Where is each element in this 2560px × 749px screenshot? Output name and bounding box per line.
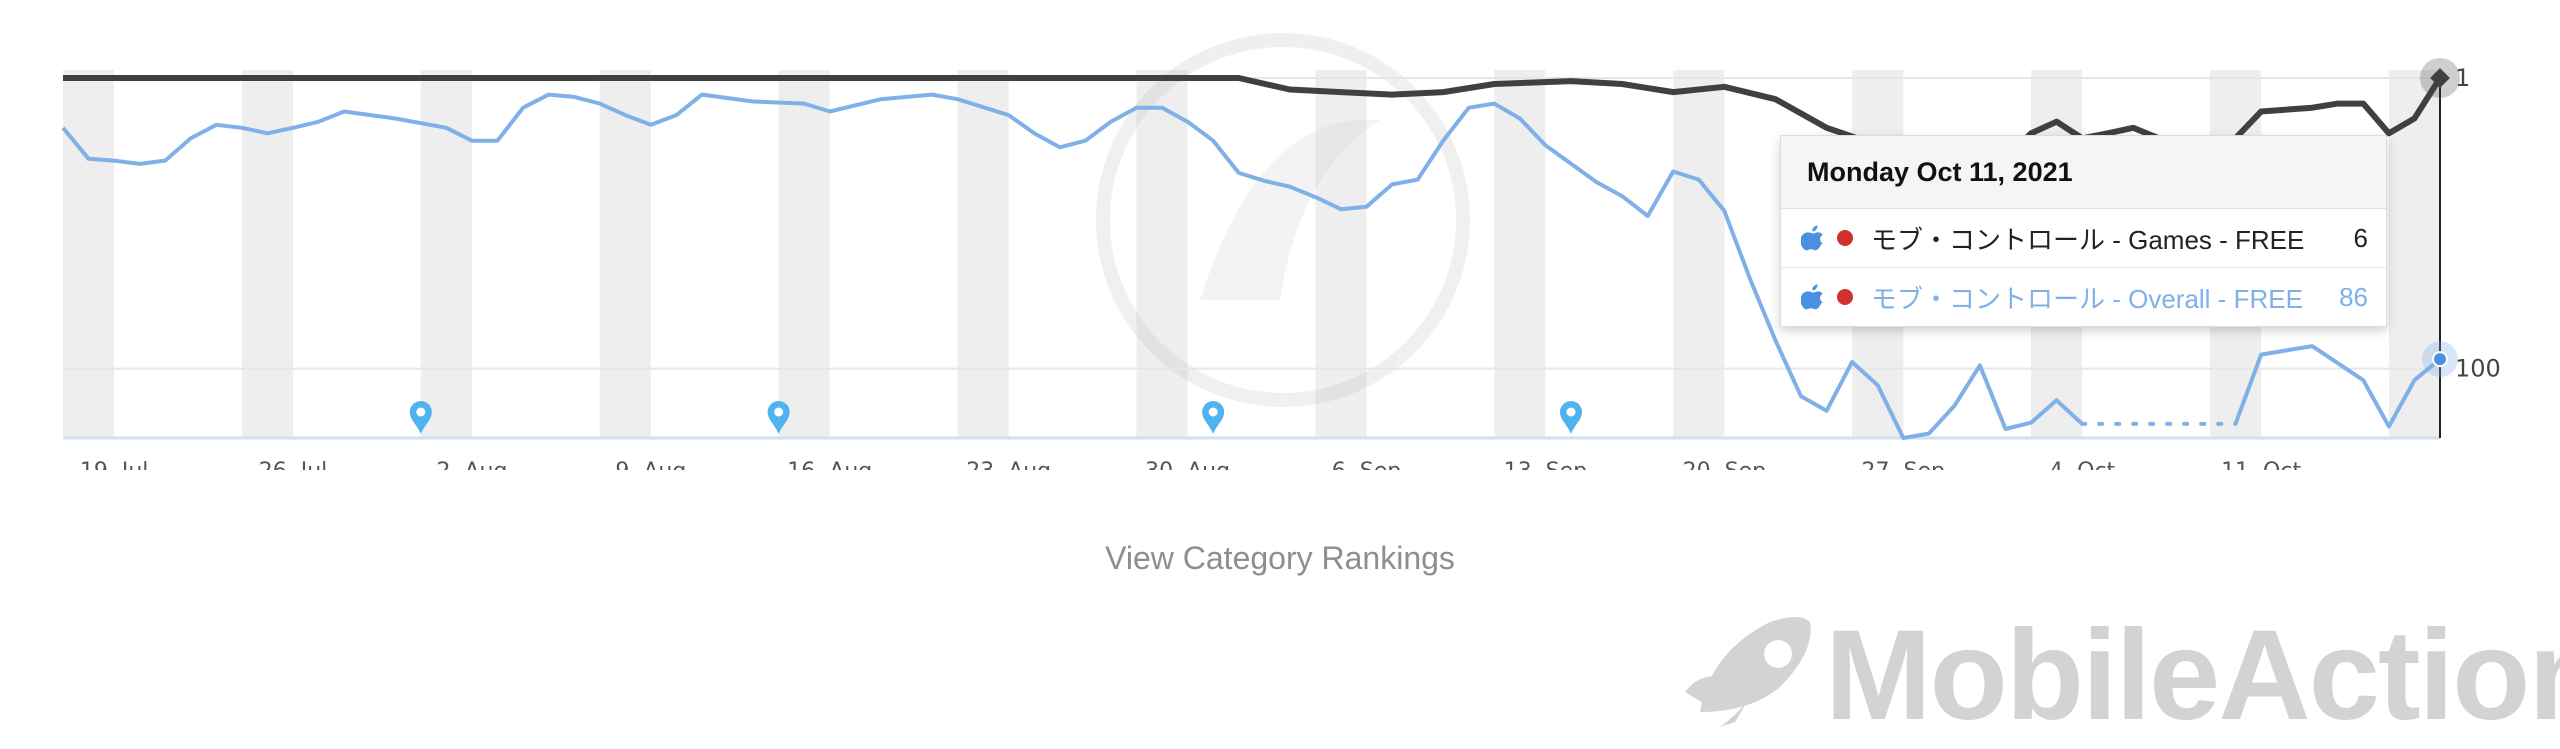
y-tick-label: 100 (2455, 355, 2501, 383)
ranking-chart: 19. Jul 26. Jul 2. Aug 9. Aug 16. Aug 23. Aug… (61, 33, 2501, 470)
logo-wordmark: MobileAction (1825, 604, 2560, 747)
y-axis: 1 100 (2455, 64, 2501, 383)
tooltip-row-overall: モブ・コントロール - Overall - FREE 86 (1781, 267, 2386, 326)
weekend-band (1315, 70, 1367, 438)
x-tick-label: 9. Aug (615, 459, 686, 470)
x-tick-label: 23. Aug (966, 459, 1051, 470)
x-tick-label: 26. Jul (259, 459, 328, 470)
x-tick-label: 6. Sep (1332, 459, 1401, 470)
weekend-band (1494, 70, 1546, 438)
chart-tooltip: Monday Oct 11, 2021 モブ・コントロール - Games - … (1780, 135, 2387, 327)
x-tick-label: 13. Sep (1504, 459, 1587, 470)
event-marker-pin[interactable] (1202, 401, 1225, 434)
x-tick-label: 30. Aug (1145, 459, 1230, 470)
hover-point-overall (2432, 351, 2448, 368)
x-tick-label: 27. Sep (1862, 459, 1945, 470)
weekend-band (241, 70, 294, 438)
event-marker-pin[interactable] (409, 401, 432, 434)
chart-watermark (1096, 33, 1470, 407)
rocket-logo-icon (1685, 617, 1811, 727)
x-tick-label: 20. Sep (1683, 459, 1766, 470)
weekend-band (957, 70, 1009, 438)
japan-flag-dot (1837, 230, 1853, 246)
mobileaction-logo: MobileAction (1680, 604, 2560, 747)
weekend-band (778, 70, 830, 438)
view-category-rankings-link[interactable]: View Category Rankings (1105, 540, 1455, 576)
x-axis: 19. Jul 26. Jul 2. Aug 9. Aug 16. Aug 23. Aug… (80, 459, 2302, 470)
apple-icon (1801, 225, 1824, 251)
tooltip-series-name: モブ・コントロール - Overall - FREE (1871, 283, 2303, 314)
tooltip-series-value: 6 (2353, 222, 2368, 253)
series-line-overall (61, 92, 2084, 440)
x-tick-label: 2. Aug (436, 459, 507, 470)
tooltip-series-value: 86 (2339, 281, 2368, 312)
y-tick-label: 1 (2455, 64, 2470, 92)
tooltip-row-games: モブ・コントロール - Games - FREE 6 (1781, 209, 2386, 267)
event-marker-pin[interactable] (1559, 401, 1582, 434)
weekend-band (420, 70, 472, 438)
x-tick-label: 4. Oct (2049, 459, 2115, 470)
tooltip-series-name: モブ・コントロール - Games - FREE (1871, 224, 2305, 255)
weekend-band (1673, 70, 1725, 438)
apple-icon (1801, 284, 1824, 310)
weekend-band (1136, 70, 1188, 438)
x-tick-label: 11. Oct (2221, 459, 2301, 470)
x-tick-label: 16. Aug (787, 459, 872, 470)
tooltip-date: Monday Oct 11, 2021 (1781, 136, 2386, 209)
series-line-overall-after-gap (2233, 344, 2442, 429)
x-tick-label: 19. Jul (80, 459, 149, 470)
japan-flag-dot (1837, 289, 1853, 305)
weekend-band (63, 70, 115, 438)
event-marker-pin[interactable] (767, 401, 790, 434)
weekend-band (599, 70, 651, 438)
event-markers (409, 401, 1582, 434)
hover-point-games (2430, 68, 2450, 88)
